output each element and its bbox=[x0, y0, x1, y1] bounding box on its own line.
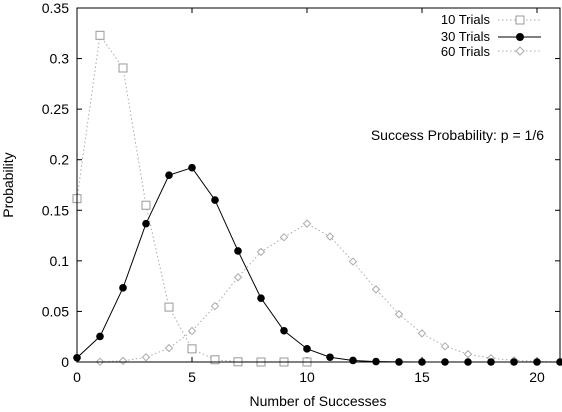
legend-entry-30-trials: 30 Trials bbox=[441, 29, 541, 44]
legend-entry-60-trials: 60 Trials bbox=[441, 44, 541, 59]
y-tick-label: 0.2 bbox=[50, 152, 70, 168]
y-tick-label: 0.3 bbox=[50, 51, 70, 67]
data-point bbox=[141, 200, 151, 210]
data-point bbox=[280, 326, 288, 335]
x-axis-label: Number of Successes bbox=[250, 393, 387, 409]
series-layer bbox=[72, 30, 562, 367]
data-point bbox=[187, 326, 197, 336]
legend-label-30-trials: 30 Trials bbox=[441, 29, 491, 44]
data-point bbox=[348, 257, 358, 266]
data-point bbox=[279, 232, 289, 242]
data-point bbox=[371, 285, 381, 294]
legend-marker-30-trials bbox=[516, 33, 524, 41]
y-axis-ticks: 0 0.05 0.1 0.15 0.2 0.25 0.3 0.35 bbox=[42, 0, 560, 370]
y-tick-label: 0.05 bbox=[42, 303, 69, 319]
series-30-trials bbox=[73, 163, 562, 366]
series-line-60-trials bbox=[99, 223, 561, 363]
data-point bbox=[164, 302, 174, 312]
data-point bbox=[349, 356, 357, 365]
data-point bbox=[325, 232, 335, 241]
legend-label-10-trials: 10 Trials bbox=[441, 12, 491, 27]
legend-marker-60-trials bbox=[515, 46, 525, 56]
data-point bbox=[210, 355, 220, 365]
x-axis-ticks: 0 5 10 15 20 bbox=[73, 8, 545, 385]
data-point bbox=[326, 353, 334, 362]
data-point bbox=[187, 344, 197, 354]
x-tick-label: 0 bbox=[73, 369, 81, 385]
data-point bbox=[142, 219, 150, 228]
series-line-30-trials bbox=[76, 167, 560, 363]
y-axis-label: Probability bbox=[0, 152, 16, 217]
plot-frame bbox=[76, 7, 561, 363]
annotation-text: Success Probability: p = 1/6 bbox=[371, 127, 544, 143]
y-tick-label: 0.15 bbox=[42, 202, 69, 218]
data-point bbox=[165, 171, 173, 179]
data-point bbox=[394, 310, 404, 319]
data-point bbox=[119, 284, 127, 292]
data-point bbox=[118, 63, 128, 73]
data-point bbox=[233, 273, 243, 282]
y-tick-label: 0.35 bbox=[42, 0, 69, 16]
data-point bbox=[417, 329, 427, 338]
data-point bbox=[302, 219, 312, 228]
legend-entry-10-trials: 10 Trials bbox=[441, 12, 541, 27]
series-60-trials bbox=[95, 219, 562, 367]
data-point bbox=[463, 349, 473, 359]
x-tick-label: 10 bbox=[299, 369, 315, 385]
x-tick-label: 5 bbox=[188, 369, 196, 385]
y-tick-label: 0.1 bbox=[50, 253, 70, 269]
series-10-trials bbox=[72, 30, 312, 367]
data-point bbox=[164, 343, 174, 353]
legend-label-60-trials: 60 Trials bbox=[441, 44, 491, 59]
data-point bbox=[211, 196, 219, 204]
data-point bbox=[188, 163, 196, 172]
legend-marker-10-trials bbox=[515, 15, 525, 25]
data-point bbox=[141, 353, 151, 362]
y-tick-label: 0 bbox=[61, 354, 69, 370]
data-point bbox=[257, 294, 265, 302]
data-point bbox=[303, 345, 311, 353]
data-point bbox=[210, 301, 220, 311]
data-point bbox=[440, 342, 450, 351]
data-point bbox=[96, 332, 104, 341]
y-tick-label: 0.25 bbox=[42, 101, 69, 117]
x-tick-label: 15 bbox=[414, 369, 430, 385]
data-point bbox=[95, 30, 105, 40]
data-point bbox=[234, 247, 242, 255]
x-tick-label: 20 bbox=[529, 369, 545, 385]
legend: 10 Trials 30 Trials 60 Trials bbox=[441, 12, 541, 59]
data-point bbox=[118, 356, 128, 366]
data-point bbox=[256, 247, 266, 257]
